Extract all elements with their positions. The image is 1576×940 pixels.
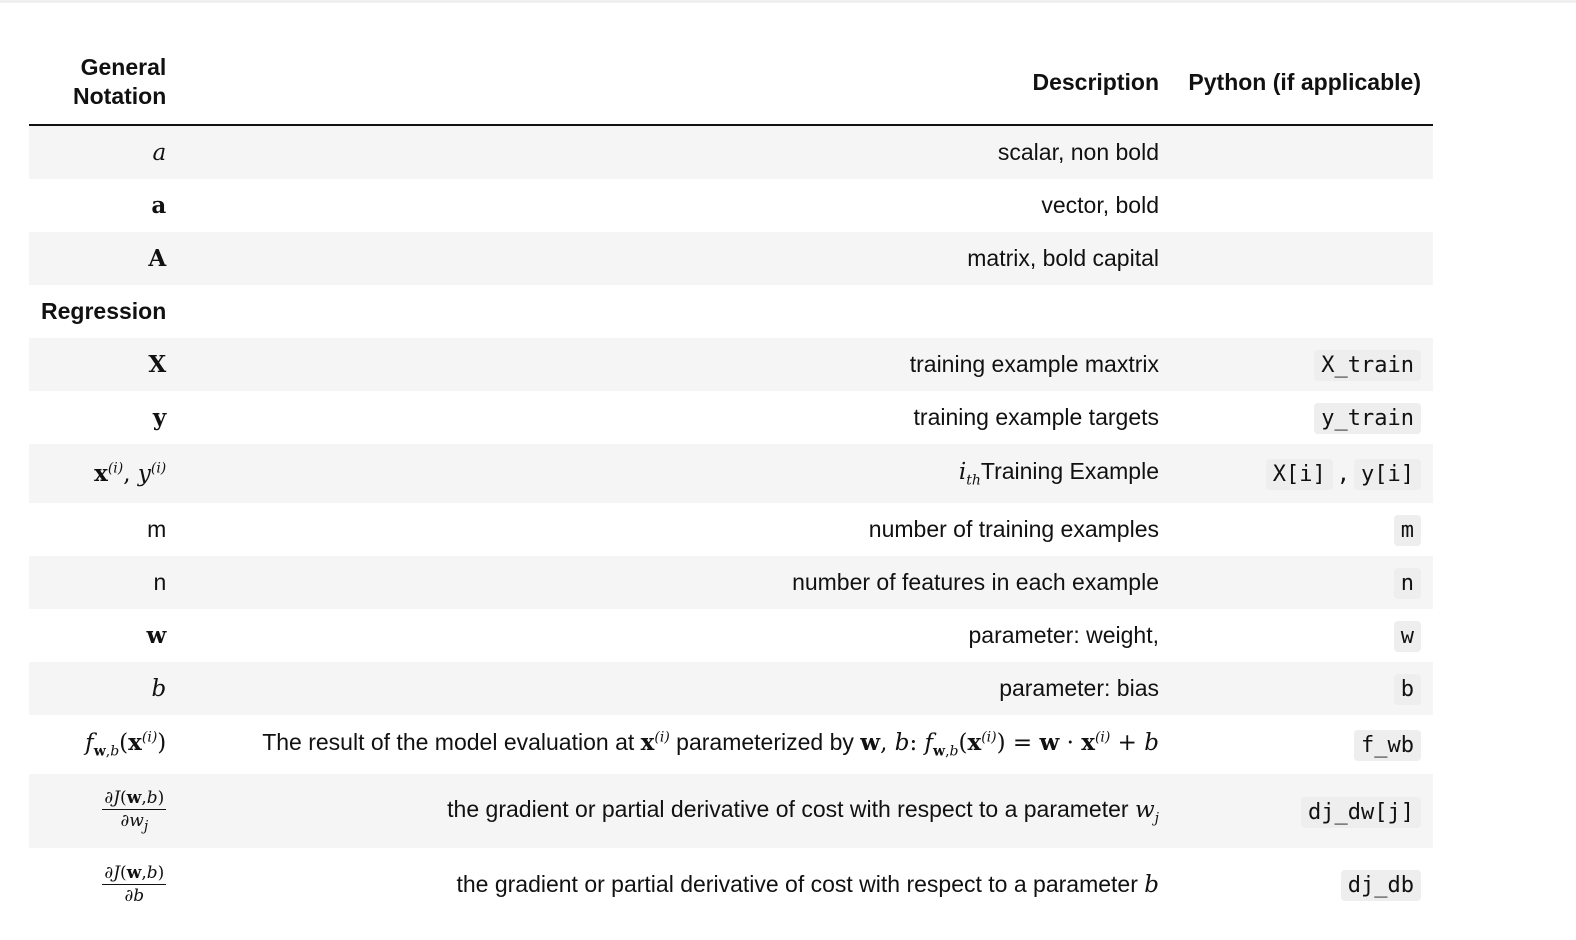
table-row: w parameter: weight, w: [29, 609, 1433, 662]
code-x-i: X[i]: [1265, 459, 1333, 490]
table-row: a scalar, non bold: [29, 125, 1433, 179]
math-w-j: wj: [1134, 796, 1159, 827]
code-dj-db: dj_db: [1340, 869, 1421, 901]
table-row: a vector, bold: [29, 179, 1433, 232]
notation-scalar-a: a: [152, 140, 167, 166]
math-x-i: x(i): [640, 729, 670, 757]
description-cell: the gradient or partial derivative of co…: [178, 848, 1171, 920]
python-cell: y_train: [1171, 391, 1433, 444]
description-cell: vector, bold: [1041, 192, 1159, 218]
code-b: b: [1393, 674, 1421, 705]
description-ith-text: Training Example: [980, 458, 1159, 485]
math-b: b: [1144, 871, 1159, 898]
notation-cell: ∂J(w,b) ∂wj: [29, 774, 179, 848]
code-x-train: X_train: [1314, 350, 1421, 381]
python-cell: dj_db: [1171, 848, 1433, 920]
description-model-mid: parameterized by: [676, 729, 854, 756]
code-separator: ,: [1336, 462, 1351, 487]
header-general-notation: General Notation: [29, 40, 179, 126]
description-cell: training example targets: [913, 404, 1159, 430]
python-cell: X_train: [1171, 338, 1433, 391]
notation-dj-db-fraction: ∂J(w,b) ∂b: [102, 862, 167, 906]
python-cell: dj_dw[j]: [1171, 774, 1433, 848]
notation-matrix-a: A: [148, 245, 167, 272]
notation-w: w: [146, 622, 167, 649]
code-dj-dw: dj_dw[j]: [1301, 796, 1421, 828]
description-cell: parameter: bias: [178, 662, 1171, 715]
section-regression-label: Regression: [41, 298, 167, 324]
notation-cell: y: [29, 391, 178, 444]
table-row: y training example targets y_train: [29, 391, 1433, 444]
math-model-equation: w, b: fw,b(x(i)) = w · x(i) + b: [860, 729, 1159, 760]
code-n: n: [1393, 568, 1421, 599]
table-row: ∂J(w,b) ∂wj the gradient or partial deri…: [29, 774, 1433, 848]
code-y-i: y[i]: [1354, 459, 1421, 490]
python-cell: f_wb: [1171, 715, 1433, 774]
header-python: Python (if applicable): [1171, 40, 1433, 126]
notation-b: b: [151, 676, 167, 702]
notation-cell: w: [29, 609, 178, 662]
notation-ith-example: x(i), y(i): [94, 460, 167, 487]
description-model-prefix: The result of the model evaluation at: [262, 729, 635, 756]
header-description: Description: [178, 40, 1171, 126]
notation-cell: A: [29, 232, 179, 285]
notation-cell: n: [29, 556, 179, 609]
code-w: w: [1393, 621, 1421, 652]
description-cell: parameter: weight,: [968, 622, 1159, 648]
table-row: A matrix, bold capital: [29, 232, 1433, 285]
description-cell: number of training examples: [868, 516, 1159, 542]
description-grad-b: the gradient or partial derivative of co…: [456, 870, 1138, 897]
python-cell: [1171, 125, 1433, 179]
notation-cell: ∂J(w,b) ∂b: [29, 848, 178, 920]
top-border: [0, 0, 1576, 3]
notation-y-vector: y: [152, 404, 167, 431]
math-ith: ith: [958, 459, 981, 489]
notation-table: General Notation Description Python (if …: [29, 40, 1433, 920]
table-row: X training example maxtrix X_train: [29, 338, 1433, 391]
python-cell: n: [1171, 556, 1433, 609]
python-cell: m: [1171, 503, 1433, 556]
notation-cell: b: [29, 662, 179, 715]
description-cell: [178, 285, 1171, 338]
table-row: n number of features in each example n: [29, 556, 1433, 609]
description-cell: ithTraining Example: [178, 444, 1171, 503]
notation-vector-a: a: [151, 192, 167, 219]
python-cell: [1171, 179, 1433, 232]
code-m: m: [1393, 515, 1421, 546]
notation-cell: fw,b(x(i)): [29, 715, 178, 774]
description-grad-w: the gradient or partial derivative of co…: [447, 795, 1129, 822]
description-cell: The result of the model evaluation at x(…: [178, 715, 1171, 774]
description-cell: matrix, bold capital: [178, 232, 1171, 285]
code-f-wb: f_wb: [1354, 730, 1421, 761]
notation-cell: m: [147, 516, 167, 542]
description-cell: the gradient or partial derivative of co…: [178, 774, 1171, 848]
description-cell: number of features in each example: [178, 556, 1171, 609]
section-row: Regression: [29, 285, 1433, 338]
notation-cell: X: [29, 338, 179, 391]
table-row: ∂J(w,b) ∂b the gradient or partial deriv…: [29, 848, 1433, 920]
notation-dj-dw-fraction: ∂J(w,b) ∂wj: [102, 787, 167, 835]
python-cell: b: [1171, 662, 1433, 715]
notation-x-matrix: X: [148, 351, 167, 378]
code-y-train: y_train: [1314, 403, 1421, 434]
python-cell: w: [1171, 609, 1433, 662]
notation-cell: a: [29, 125, 179, 179]
table-row: x(i), y(i) ithTraining Example X[i], y[i]: [29, 444, 1433, 503]
python-cell: X[i], y[i]: [1171, 444, 1433, 503]
table-header-row: General Notation Description Python (if …: [29, 40, 1433, 126]
table-row: b parameter: bias b: [29, 662, 1433, 715]
notation-cell: a: [29, 179, 178, 232]
python-cell: [1171, 232, 1433, 285]
python-cell: [1171, 285, 1433, 338]
table-row: fw,b(x(i)) The result of the model evalu…: [29, 715, 1433, 774]
description-cell: scalar, non bold: [178, 125, 1171, 179]
notation-cell: x(i), y(i): [29, 444, 179, 503]
description-cell: training example maxtrix: [178, 338, 1171, 391]
table-row: m number of training examples m: [29, 503, 1433, 556]
notation-model-function: fw,b(x(i)): [85, 729, 167, 760]
